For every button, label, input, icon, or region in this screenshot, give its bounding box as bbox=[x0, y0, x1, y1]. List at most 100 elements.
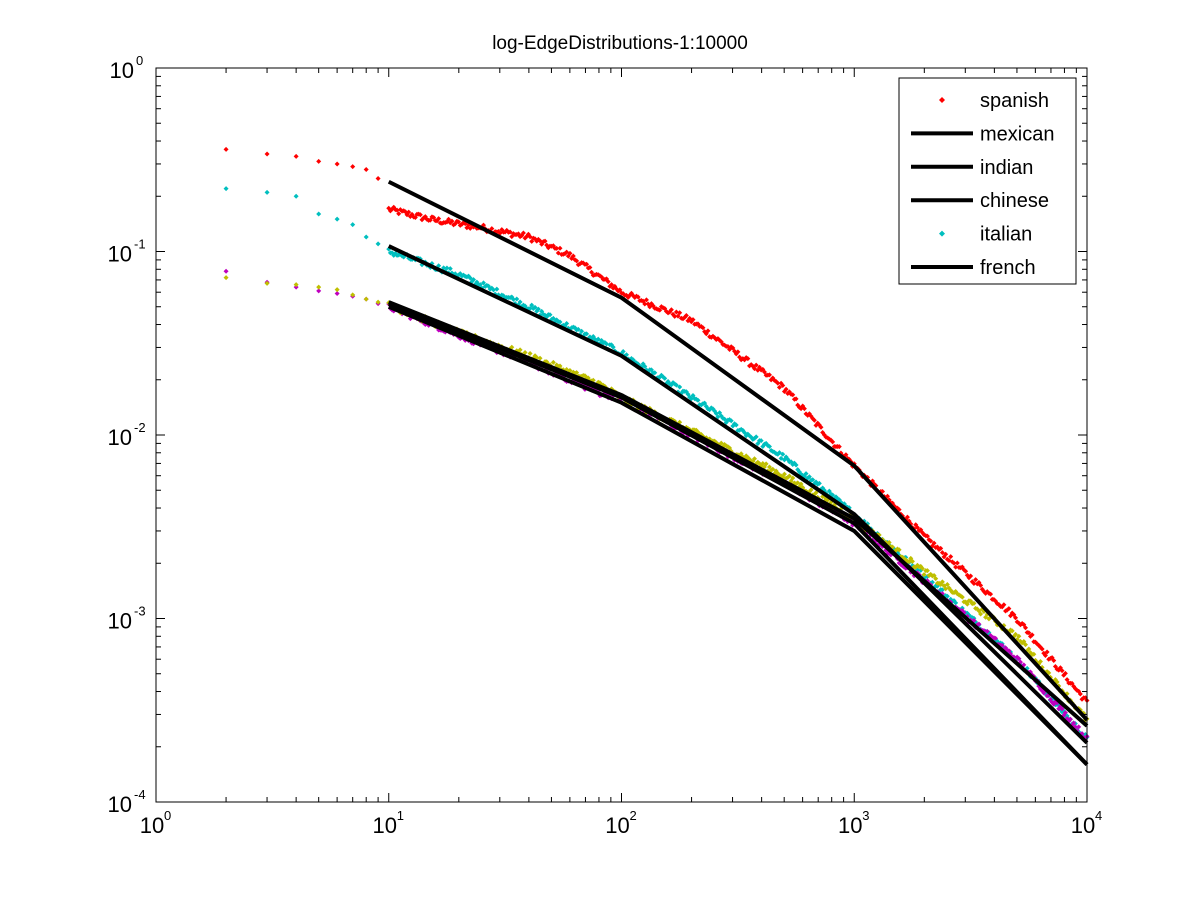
y-tick-label: 10 -3 bbox=[108, 604, 146, 634]
data-point bbox=[363, 166, 369, 172]
data-point bbox=[436, 216, 442, 222]
data-point bbox=[396, 211, 402, 217]
legend-label: spanish bbox=[980, 90, 1049, 112]
data-point bbox=[652, 370, 658, 376]
data-point bbox=[793, 396, 799, 402]
data-point bbox=[584, 331, 590, 337]
data-point bbox=[745, 356, 751, 362]
data-point bbox=[677, 310, 683, 316]
y-tick-base: 10 bbox=[108, 792, 132, 817]
data-point bbox=[816, 480, 822, 486]
data-point bbox=[481, 280, 487, 286]
data-point bbox=[293, 193, 299, 199]
data-point bbox=[924, 533, 930, 539]
data-point bbox=[938, 545, 944, 551]
data-point bbox=[417, 212, 423, 218]
data-point bbox=[752, 456, 757, 462]
data-point bbox=[753, 434, 759, 440]
data-point bbox=[1022, 642, 1028, 648]
data-point bbox=[781, 471, 787, 477]
data-point bbox=[334, 287, 340, 293]
data-point bbox=[363, 296, 369, 302]
legend-item-spanish: spanish bbox=[939, 90, 1049, 112]
data-point bbox=[939, 579, 945, 585]
data-point bbox=[494, 286, 500, 292]
data-point bbox=[643, 297, 649, 303]
data-point bbox=[587, 264, 593, 270]
data-point bbox=[375, 241, 381, 247]
data-point bbox=[620, 348, 626, 354]
data-point bbox=[943, 551, 949, 557]
data-point bbox=[547, 312, 553, 318]
legend: spanish mexican indian chinese italian french bbox=[898, 77, 1077, 285]
data-point bbox=[264, 189, 270, 195]
data-point bbox=[514, 296, 520, 302]
data-point bbox=[948, 554, 954, 560]
y-tick-base: 10 bbox=[108, 609, 132, 634]
x-tick-exponent: 4 bbox=[1095, 808, 1102, 823]
data-point bbox=[1026, 646, 1032, 652]
data-point bbox=[1044, 649, 1050, 655]
data-point bbox=[1031, 651, 1037, 657]
data-point bbox=[885, 493, 890, 499]
data-point bbox=[808, 487, 814, 493]
data-point bbox=[316, 288, 322, 294]
data-point bbox=[334, 216, 340, 222]
data-point bbox=[447, 266, 453, 272]
data-point bbox=[954, 560, 960, 566]
data-point bbox=[818, 424, 824, 430]
axes-layer: 10 0 10 1 10 2 10 3 10 410 010 -110 -210 -310 -4 bbox=[108, 53, 1103, 838]
data-point bbox=[293, 153, 299, 159]
data-point bbox=[517, 299, 523, 305]
data-point bbox=[579, 328, 585, 334]
data-point bbox=[535, 306, 541, 312]
data-point bbox=[444, 265, 450, 271]
data-point bbox=[1006, 606, 1012, 612]
legend-item-french: french bbox=[911, 257, 1036, 279]
data-point bbox=[760, 460, 766, 466]
data-point bbox=[786, 473, 792, 479]
data-point bbox=[1059, 706, 1065, 712]
legend-item-italian: italian bbox=[939, 224, 1032, 246]
data-point bbox=[813, 490, 819, 496]
x-tick-exponent: 1 bbox=[397, 808, 404, 823]
legend-item-chinese: chinese bbox=[911, 190, 1049, 212]
data-point bbox=[683, 312, 689, 318]
legend-label: french bbox=[980, 257, 1036, 279]
y-tick-label: 10 0 bbox=[110, 53, 144, 83]
data-point bbox=[690, 317, 696, 323]
data-point bbox=[509, 294, 515, 300]
legend-marker-swatch bbox=[939, 97, 945, 103]
data-point bbox=[944, 593, 950, 599]
data-point bbox=[793, 462, 799, 468]
x-tick-base: 10 bbox=[140, 813, 164, 838]
legend-item-mexican: mexican bbox=[911, 123, 1054, 145]
legend-label: chinese bbox=[980, 190, 1049, 212]
x-tick-exponent: 2 bbox=[630, 808, 637, 823]
data-point bbox=[1037, 658, 1043, 664]
data-point bbox=[520, 230, 526, 236]
data-point bbox=[1001, 602, 1007, 608]
data-point bbox=[584, 261, 590, 267]
data-point bbox=[375, 299, 381, 305]
legend-marker-swatch bbox=[939, 230, 945, 237]
data-point bbox=[642, 301, 648, 307]
data-point bbox=[570, 253, 576, 259]
data-point bbox=[780, 451, 786, 457]
data-point bbox=[394, 207, 400, 213]
data-point bbox=[993, 635, 999, 641]
data-point bbox=[798, 481, 804, 487]
data-point bbox=[1022, 625, 1028, 631]
data-point bbox=[517, 347, 523, 353]
data-point bbox=[316, 158, 322, 164]
data-point bbox=[933, 576, 939, 582]
x-tick-label: 10 1 bbox=[373, 808, 404, 838]
legend-label: indian bbox=[980, 157, 1033, 179]
data-point bbox=[557, 363, 563, 369]
data-point bbox=[695, 397, 701, 403]
data-point bbox=[675, 313, 681, 319]
data-point bbox=[677, 384, 683, 390]
data-point bbox=[293, 282, 299, 288]
